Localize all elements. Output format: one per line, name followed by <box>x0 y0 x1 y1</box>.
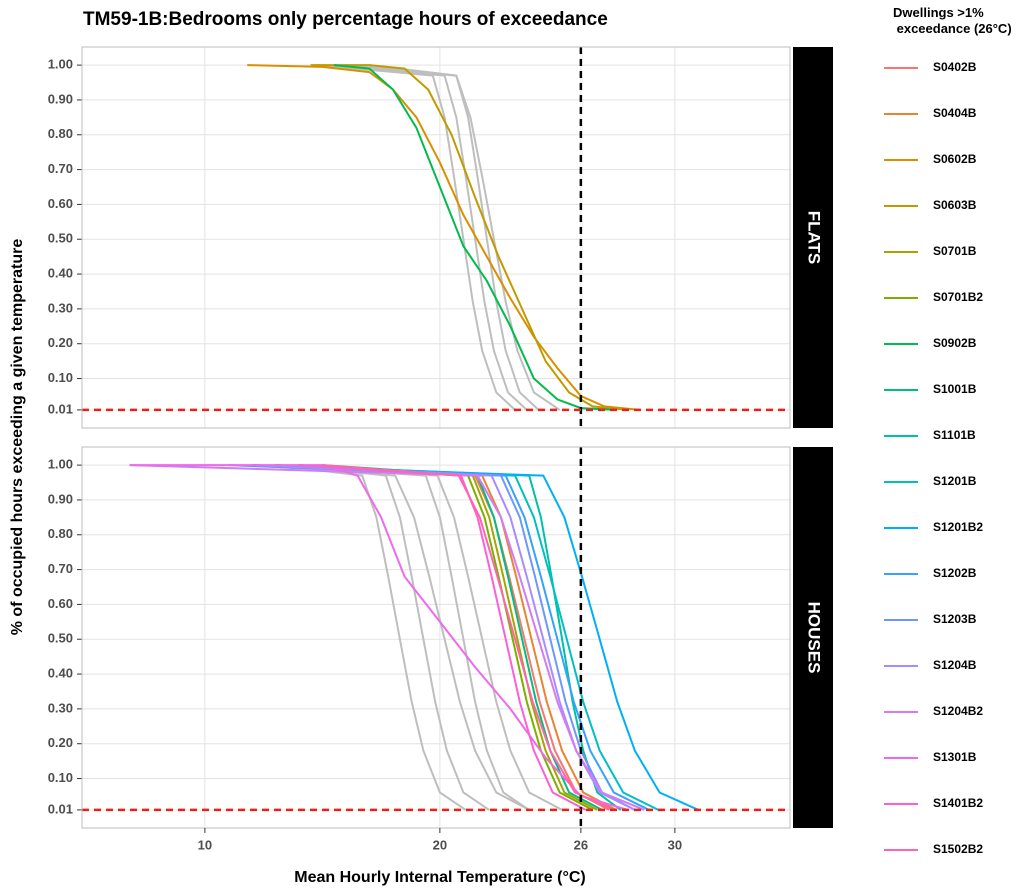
series-line <box>251 464 530 811</box>
legend-label: S1204B <box>933 658 977 672</box>
y-tick-label: 0.80 <box>48 526 73 541</box>
y-tick-label: 0.20 <box>48 735 73 750</box>
facet-label: HOUSES <box>805 602 824 674</box>
series-line <box>275 464 617 811</box>
y-tick-label: 0.90 <box>48 91 73 106</box>
legend-label: S0402B <box>933 60 977 74</box>
y-tick-label: 0.50 <box>48 631 73 646</box>
legend-label: S0701B2 <box>933 290 983 304</box>
series-line <box>322 464 615 811</box>
legend-label: S0602B <box>933 152 977 166</box>
x-tick-label: 20 <box>433 837 447 852</box>
series-line <box>334 64 528 411</box>
y-tick-label: 0.40 <box>48 266 73 281</box>
y-tick-label: 0.70 <box>48 161 73 176</box>
y-tick-label: 0.90 <box>48 491 73 506</box>
legend-label: S1201B2 <box>933 520 983 534</box>
legend-title: Dwellings >1% exceedance (26°C) <box>893 5 1012 36</box>
legend-label: S1101B <box>933 428 976 442</box>
legend-label: S1204B2 <box>933 704 983 718</box>
series-line <box>317 64 516 411</box>
series-line <box>129 464 629 811</box>
series-line <box>298 464 598 811</box>
legend-label: S1001B <box>933 382 977 396</box>
legend-label: S1203B <box>933 612 977 626</box>
legend-label: S0902B <box>933 336 977 350</box>
y-tick-label: 0.30 <box>48 300 73 315</box>
series-line <box>310 64 628 411</box>
facet-label: FLATS <box>805 211 824 265</box>
series-line <box>275 464 530 811</box>
x-axis-title: Mean Hourly Internal Temperature (°C) <box>294 869 585 886</box>
series-line <box>228 464 650 811</box>
y-tick-label: 1.00 <box>48 457 73 472</box>
series-line <box>322 464 603 811</box>
panel-border <box>81 46 791 429</box>
series-line <box>369 64 561 411</box>
y-tick-label: 0.60 <box>48 196 73 211</box>
legend-label: S1301B <box>933 750 977 764</box>
legend-label: S0603B <box>933 198 977 212</box>
facet-strip <box>793 47 833 428</box>
series-line <box>251 464 699 811</box>
x-tick-label: 30 <box>668 837 682 852</box>
y-tick-label: 0.20 <box>48 335 73 350</box>
y-tick-label: 0.10 <box>48 370 73 385</box>
series-line <box>275 464 594 811</box>
y-tick-label: 0.70 <box>48 561 73 576</box>
x-tick-label: 10 <box>198 837 212 852</box>
series-line <box>298 464 490 811</box>
series-line <box>275 464 467 811</box>
series-line <box>298 464 563 811</box>
legend-label: S1201B <box>933 474 977 488</box>
series-line <box>251 464 659 811</box>
y-tick-label: 0.01 <box>48 801 73 816</box>
y-tick-label: 0.50 <box>48 231 73 246</box>
legend-label: S1202B <box>933 566 977 580</box>
series-line <box>129 464 645 811</box>
y-tick-label: 0.40 <box>48 666 73 681</box>
y-tick-label: 0.01 <box>48 401 73 416</box>
legend-label: S0701B <box>933 244 977 258</box>
facet-strip <box>793 447 833 828</box>
series-line <box>251 464 636 811</box>
y-tick-label: 1.00 <box>48 57 73 72</box>
panel-background <box>82 447 790 828</box>
y-tick-label: 0.60 <box>48 596 73 611</box>
y-tick-label: 0.10 <box>48 770 73 785</box>
y-tick-label: 0.80 <box>48 126 73 141</box>
chart-title: TM59-1B:Bedrooms only percentage hours o… <box>83 9 608 30</box>
y-axis-title: % of occupied hours exceeding a given te… <box>9 239 26 636</box>
legend-label: S1502B2 <box>933 842 983 856</box>
legend-label: S0404B <box>933 106 977 120</box>
legend-label: S1401B2 <box>933 796 983 810</box>
series-line <box>334 64 617 411</box>
panel-background <box>82 47 790 428</box>
panel-border <box>81 446 791 829</box>
x-tick-label: 26 <box>574 837 588 852</box>
series-line <box>275 464 636 811</box>
y-tick-label: 0.30 <box>48 700 73 715</box>
series-line <box>247 64 640 411</box>
series-line <box>251 464 610 811</box>
